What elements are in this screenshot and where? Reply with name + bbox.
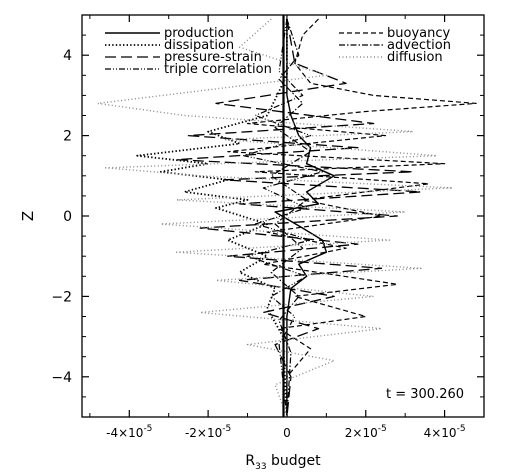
legend-label-pressure-strain: pressure-strain <box>164 50 262 65</box>
y-tick-label: −2 <box>51 289 72 305</box>
series-line-dissipation <box>136 19 288 417</box>
series-line-triple-correlation <box>243 18 323 417</box>
y-axis-label: Z <box>19 211 37 221</box>
time-annotation: t = 300.260 <box>386 387 464 402</box>
y-tick-label: 4 <box>63 48 72 64</box>
y-tick-label: 0 <box>63 209 72 225</box>
legend-label-buoyancy: buoyancy <box>387 26 450 41</box>
legend-label-diffusion: diffusion <box>387 50 443 65</box>
x-axis-label: R33 budget <box>245 453 321 472</box>
x-axis-label-main: R <box>245 453 255 469</box>
ticks-layer: −4 −2 0 2 4 -4×10-5 -2×10-5 0 2×10-5 4×10-5 <box>51 14 485 440</box>
x-axis-label-sub: 33 <box>255 462 266 472</box>
series-line-buoyancy <box>227 18 477 417</box>
y-tick-label: −4 <box>51 370 72 386</box>
x-tick-label: 4×10-5 <box>424 424 466 440</box>
legend-label-advection: advection <box>387 38 451 53</box>
legend-label-triple-correlation: triple correlation <box>164 62 272 77</box>
legend: productiondissipationpressure-straintrip… <box>105 26 451 77</box>
legend-label-production: production <box>164 26 234 41</box>
x-tick-label: -4×10-5 <box>106 424 152 440</box>
legend-label-dissipation: dissipation <box>164 38 234 53</box>
series-line-advection <box>270 18 312 417</box>
x-tick-label: -2×10-5 <box>185 424 231 440</box>
series-line-pressure-strain <box>175 18 422 417</box>
x-tick-label: 0 <box>283 426 291 440</box>
x-tick-label: 2×10-5 <box>345 424 387 440</box>
series-line-diffusion <box>97 18 454 417</box>
y-tick-label: 2 <box>63 129 72 145</box>
x-axis-label-rest: budget <box>267 453 322 469</box>
series-layer <box>97 18 477 417</box>
